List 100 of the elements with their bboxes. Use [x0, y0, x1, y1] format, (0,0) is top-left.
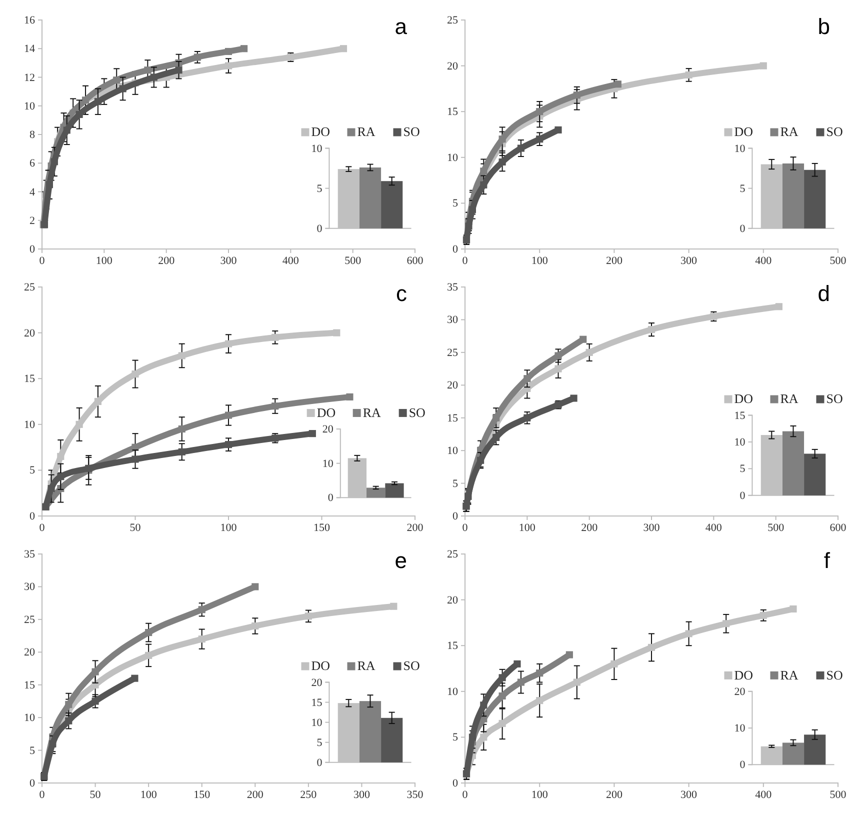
y-tick-label: 10: [24, 100, 36, 112]
y-tick-label: 0: [452, 510, 458, 523]
y-tick-label: 25: [24, 282, 36, 294]
x-tick-label: 0: [39, 788, 46, 801]
y-tick-label: 5: [740, 182, 746, 195]
y-tick-label: 15: [447, 106, 458, 118]
x-tick-label: 150: [314, 522, 330, 534]
y-tick-label: 15: [447, 640, 458, 652]
x-tick-label: 100: [220, 522, 238, 534]
legend-label: SO: [826, 391, 843, 406]
x-tick-label: 400: [755, 788, 772, 801]
x-tick-label: 250: [300, 788, 318, 801]
x-tick-label: 500: [344, 254, 362, 267]
x-tick-label: 300: [643, 522, 660, 534]
y-tick-label: 10: [311, 716, 323, 729]
x-tick-label: 350: [406, 788, 424, 801]
x-tick-label: 200: [581, 522, 598, 534]
chart-title: b: [818, 14, 830, 39]
y-tick-label: 10: [447, 445, 458, 458]
y-tick-label: 0: [30, 778, 36, 790]
y-tick-label: 20: [322, 424, 334, 436]
legend-label: RA: [780, 667, 799, 682]
legend-label: SO: [826, 667, 843, 682]
y-tick-label: 5: [316, 182, 323, 195]
x-tick-label: 0: [39, 254, 46, 267]
x-tick-label: 100: [96, 254, 113, 267]
legend-label: SO: [403, 124, 420, 140]
chart-title: c: [396, 281, 407, 306]
y-tick-label: 10: [447, 152, 458, 164]
y-tick-label: 15: [734, 410, 746, 422]
y-tick-label: 0: [452, 244, 458, 256]
x-tick-label: 50: [90, 788, 102, 801]
legend-label: DO: [734, 124, 754, 140]
legend-label: DO: [316, 404, 336, 420]
x-tick-label: 200: [158, 254, 176, 267]
y-tick-label: 0: [740, 490, 746, 502]
legend-label: DO: [734, 667, 754, 682]
x-tick-label: 150: [194, 788, 211, 801]
x-tick-label: 200: [246, 788, 264, 801]
legend-label: RA: [357, 124, 376, 140]
y-tick-label: 0: [316, 756, 323, 769]
x-tick-label: 600: [406, 254, 424, 267]
y-tick-label: 0: [30, 244, 36, 256]
chart-title: d: [818, 281, 830, 306]
x-tick-label: 200: [606, 254, 623, 267]
chart-title: f: [824, 548, 831, 573]
legend-label: SO: [408, 404, 426, 420]
y-tick-label: 10: [734, 722, 746, 735]
x-tick-label: 50: [130, 522, 142, 534]
legend-label: RA: [357, 658, 376, 674]
y-tick-label: 20: [734, 686, 746, 698]
y-tick-label: 10: [24, 418, 36, 431]
y-tick-label: 20: [24, 646, 36, 659]
y-tick-label: 10: [322, 458, 334, 470]
x-tick-label: 500: [830, 788, 847, 801]
x-tick-label: 100: [531, 254, 548, 267]
chart-title: e: [394, 548, 407, 573]
x-tick-label: 200: [406, 522, 424, 534]
y-tick-label: 6: [30, 158, 36, 170]
y-tick-label: 25: [447, 346, 458, 359]
y-tick-label: 20: [24, 327, 36, 340]
legend-label: RA: [780, 124, 799, 140]
x-tick-label: 400: [705, 522, 722, 534]
y-tick-label: 0: [316, 222, 323, 235]
y-tick-label: 10: [24, 712, 36, 724]
legend-label: DO: [311, 658, 330, 674]
y-tick-label: 25: [24, 614, 36, 626]
y-tick-label: 25: [447, 548, 458, 561]
y-tick-label: 10: [734, 436, 746, 448]
y-tick-label: 0: [452, 778, 458, 790]
x-tick-label: 500: [830, 254, 847, 267]
y-tick-label: 25: [447, 14, 458, 27]
y-tick-label: 30: [24, 581, 36, 594]
y-tick-label: 5: [316, 736, 323, 749]
legend-label: RA: [780, 391, 799, 406]
x-tick-label: 100: [531, 788, 548, 801]
x-tick-label: 100: [140, 788, 158, 801]
y-tick-label: 15: [24, 373, 36, 386]
x-tick-label: 600: [830, 522, 847, 534]
y-tick-label: 20: [447, 380, 458, 392]
x-tick-label: 300: [353, 788, 370, 801]
y-tick-label: 10: [447, 686, 458, 698]
y-tick-label: 30: [447, 314, 458, 326]
y-tick-label: 15: [447, 412, 458, 424]
y-tick-label: 0: [30, 510, 36, 523]
y-tick-label: 5: [30, 744, 36, 757]
y-tick-label: 16: [24, 14, 36, 27]
x-tick-label: 300: [220, 254, 238, 267]
y-tick-label: 20: [447, 60, 458, 72]
y-tick-label: 0: [328, 492, 334, 504]
legend-label: SO: [826, 124, 843, 140]
x-tick-label: 100: [518, 522, 536, 534]
x-tick-label: 400: [282, 254, 300, 267]
chart-title: a: [394, 14, 408, 39]
y-tick-label: 12: [24, 72, 35, 84]
y-tick-label: 35: [24, 548, 36, 561]
y-tick-label: 2: [30, 214, 35, 227]
y-tick-label: 10: [311, 142, 323, 155]
legend-label: DO: [734, 391, 754, 406]
y-tick-label: 20: [447, 594, 458, 606]
